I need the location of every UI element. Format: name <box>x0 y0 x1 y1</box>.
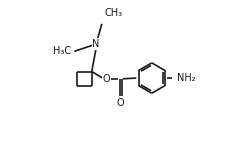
Text: O: O <box>102 74 110 84</box>
Text: H₃C: H₃C <box>53 46 72 56</box>
Text: O: O <box>117 98 124 108</box>
Text: NH₂: NH₂ <box>177 73 196 83</box>
Text: CH₃: CH₃ <box>105 8 123 18</box>
Text: N: N <box>92 39 100 49</box>
